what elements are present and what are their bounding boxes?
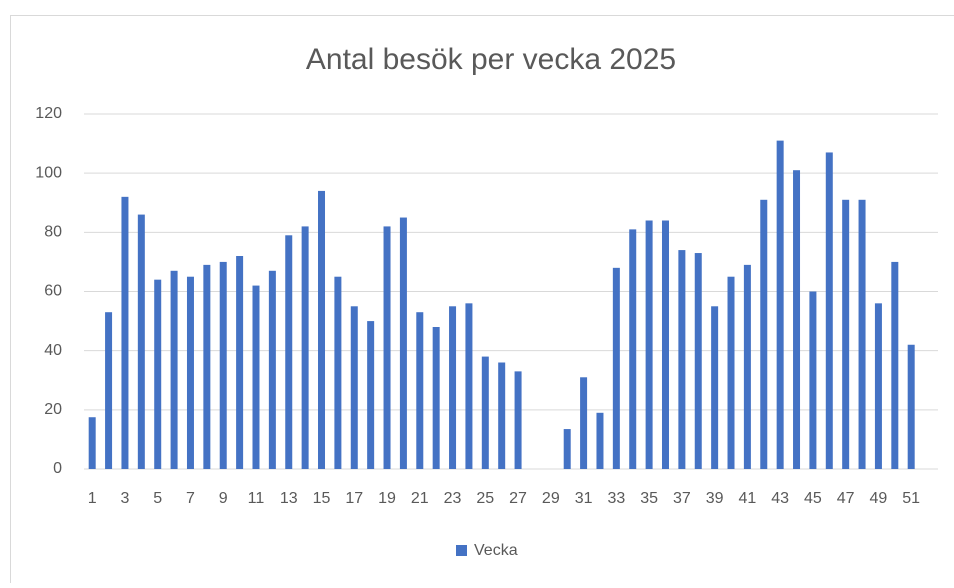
bar [105, 312, 112, 469]
bar [678, 250, 685, 469]
bar [465, 303, 472, 469]
bar [384, 226, 391, 469]
y-tick-label: 60 [44, 283, 62, 300]
x-tick-label: 9 [219, 490, 228, 507]
bar [400, 218, 407, 469]
bar [842, 200, 849, 469]
bar [220, 262, 227, 469]
y-tick-label: 120 [35, 105, 62, 122]
x-tick-label: 39 [706, 490, 724, 507]
bar [367, 321, 374, 469]
bar [826, 152, 833, 469]
x-tick-label: 51 [902, 490, 920, 507]
x-tick-label: 21 [411, 490, 429, 507]
x-tick-label: 13 [280, 490, 298, 507]
bar [187, 277, 194, 469]
bar [269, 271, 276, 469]
bar [744, 265, 751, 469]
y-tick-label: 80 [44, 224, 62, 241]
bar [482, 357, 489, 469]
x-tick-label: 49 [870, 490, 888, 507]
bar [875, 303, 882, 469]
bar [416, 312, 423, 469]
bar [580, 377, 587, 469]
bar [89, 417, 96, 469]
chart-title: Antal besök per vecka 2025 [306, 43, 676, 76]
x-tick-label: 3 [120, 490, 129, 507]
bar [318, 191, 325, 469]
bar [351, 306, 358, 469]
y-tick-label: 100 [35, 164, 62, 181]
x-tick-label: 17 [345, 490, 363, 507]
x-tick-label: 11 [248, 490, 265, 507]
x-tick-label: 35 [640, 490, 658, 507]
bar [252, 286, 259, 469]
bar [760, 200, 767, 469]
bar [203, 265, 210, 469]
bar [334, 277, 341, 469]
bar [236, 256, 243, 469]
bar [498, 363, 505, 470]
bar [613, 268, 620, 469]
bar [285, 235, 292, 469]
bar [171, 271, 178, 469]
x-tick-label: 33 [607, 490, 625, 507]
x-tick-label: 7 [186, 490, 195, 507]
bar [728, 277, 735, 469]
bar [809, 292, 816, 470]
bar [596, 413, 603, 469]
bar [777, 141, 784, 469]
bar [646, 221, 653, 470]
bar [564, 429, 571, 469]
bar [154, 280, 161, 469]
legend-label: Vecka [474, 542, 518, 559]
x-tick-label: 27 [509, 490, 527, 507]
bar [138, 215, 145, 469]
x-tick-label: 37 [673, 490, 691, 507]
bar [662, 221, 669, 470]
x-tick-label: 5 [153, 490, 162, 507]
bar [629, 229, 636, 469]
y-tick-label: 40 [44, 342, 62, 359]
bar [793, 170, 800, 469]
bar [515, 371, 522, 469]
bar [711, 306, 718, 469]
x-tick-label: 45 [804, 490, 822, 507]
legend-swatch [456, 545, 467, 556]
bar [121, 197, 128, 469]
x-tick-label: 47 [837, 490, 855, 507]
y-tick-label: 20 [44, 401, 62, 418]
bar [859, 200, 866, 469]
bar [891, 262, 898, 469]
x-tick-label: 41 [738, 490, 756, 507]
y-tick-label: 0 [53, 460, 62, 477]
x-tick-label: 43 [771, 490, 789, 507]
bar [908, 345, 915, 469]
x-tick-label: 19 [378, 490, 396, 507]
x-tick-label: 1 [88, 490, 97, 507]
x-tick-label: 15 [313, 490, 331, 507]
bar [433, 327, 440, 469]
bar [302, 226, 309, 469]
bar [449, 306, 456, 469]
x-tick-label: 31 [575, 490, 593, 507]
x-tick-label: 29 [542, 490, 560, 507]
x-tick-label: 23 [444, 490, 462, 507]
bar [695, 253, 702, 469]
x-tick-label: 25 [476, 490, 494, 507]
